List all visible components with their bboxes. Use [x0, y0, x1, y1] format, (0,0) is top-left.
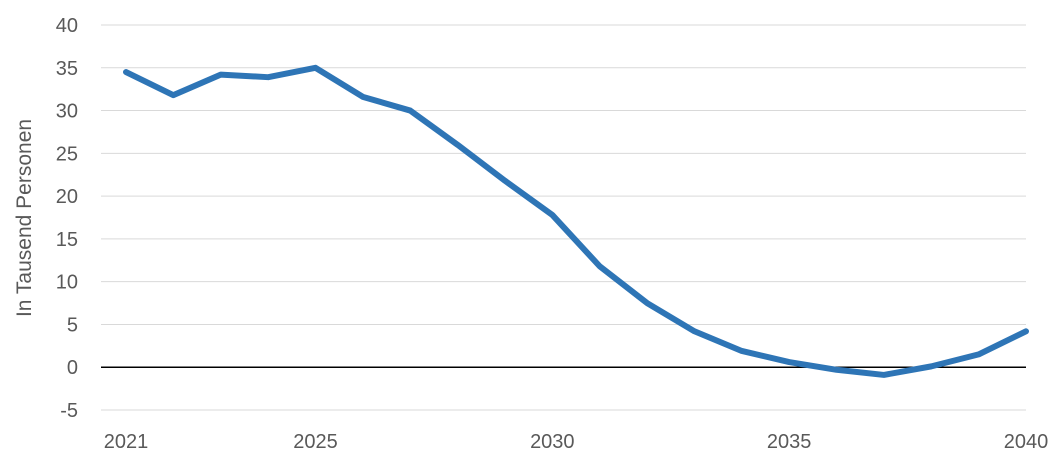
y-tick-label: 15 [56, 229, 78, 251]
series-line [123, 64, 1029, 378]
x-tick-label: 2035 [767, 431, 812, 453]
y-axis-ticks: -5 0 5 10 15 20 25 30 35 40 [56, 15, 78, 422]
gridlines [101, 24, 1026, 411]
y-tick-label: 5 [67, 314, 78, 336]
x-tick-label: 2040 [1004, 431, 1049, 453]
y-tick-label: 30 [56, 101, 78, 123]
y-tick-label: 35 [56, 58, 78, 80]
y-axis-title: In Tausend Personen [13, 119, 36, 317]
y-tick-label: 40 [56, 15, 78, 37]
y-tick-label: -5 [60, 400, 78, 422]
x-axis-ticks: 2021 2025 2030 2035 2040 [104, 431, 1049, 453]
y-tick-label: 10 [56, 272, 78, 294]
x-tick-label: 2025 [293, 431, 338, 453]
y-tick-label: 25 [56, 143, 78, 165]
x-tick-label: 2030 [530, 431, 575, 453]
y-tick-label: 20 [56, 186, 78, 208]
y-tick-label: 0 [67, 357, 78, 379]
x-tick-label: 2021 [104, 431, 149, 453]
series-layer [123, 64, 1029, 378]
